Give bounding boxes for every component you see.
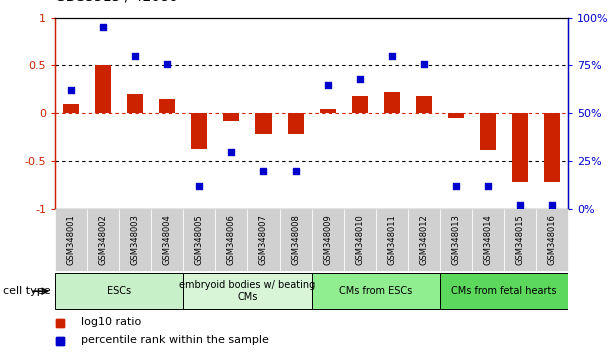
Text: GSM348007: GSM348007 (259, 215, 268, 265)
Bar (127, 94, 143, 113)
Text: CMs from fetal hearts: CMs from fetal hearts (452, 286, 557, 296)
Bar (224, 113, 240, 121)
Point (323, 82, 332, 87)
Text: GSM348012: GSM348012 (419, 215, 428, 265)
Text: GSM348009: GSM348009 (323, 215, 332, 265)
Text: cell type: cell type (3, 286, 51, 296)
FancyBboxPatch shape (312, 273, 440, 309)
Point (419, 61, 429, 67)
Text: GSM348002: GSM348002 (98, 215, 108, 265)
FancyBboxPatch shape (183, 209, 216, 271)
FancyBboxPatch shape (504, 209, 536, 271)
FancyBboxPatch shape (280, 209, 312, 271)
Bar (288, 113, 304, 134)
Bar (320, 109, 335, 113)
Bar (480, 113, 496, 150)
Point (98, 24, 108, 30)
Point (227, 149, 236, 154)
Text: ESCs: ESCs (107, 286, 131, 296)
Point (194, 183, 204, 189)
Bar (416, 96, 432, 113)
FancyBboxPatch shape (183, 273, 312, 309)
Text: GSM348001: GSM348001 (67, 215, 76, 265)
Text: GDS3513 / 42086: GDS3513 / 42086 (55, 0, 178, 4)
Bar (159, 99, 175, 113)
Bar (255, 113, 271, 134)
FancyBboxPatch shape (55, 273, 183, 309)
FancyBboxPatch shape (312, 209, 343, 271)
Text: GSM348011: GSM348011 (387, 215, 397, 265)
Text: CMs from ESCs: CMs from ESCs (339, 286, 412, 296)
Bar (512, 113, 528, 182)
FancyBboxPatch shape (536, 209, 568, 271)
Point (130, 53, 140, 59)
Text: GSM348004: GSM348004 (163, 215, 172, 265)
FancyBboxPatch shape (87, 209, 119, 271)
Text: GSM348006: GSM348006 (227, 215, 236, 265)
Text: GSM348010: GSM348010 (355, 215, 364, 265)
Bar (544, 113, 560, 182)
Text: GSM348013: GSM348013 (452, 215, 461, 265)
Bar (384, 92, 400, 113)
FancyBboxPatch shape (376, 209, 408, 271)
FancyBboxPatch shape (440, 209, 472, 271)
Point (515, 202, 525, 208)
Point (66, 87, 76, 93)
Text: GSM348016: GSM348016 (547, 215, 557, 265)
Bar (95, 65, 111, 113)
Point (355, 76, 365, 82)
Text: log10 ratio: log10 ratio (81, 318, 141, 327)
FancyBboxPatch shape (152, 209, 183, 271)
Text: GSM348005: GSM348005 (195, 215, 204, 265)
Text: GSM348008: GSM348008 (291, 215, 300, 265)
FancyBboxPatch shape (247, 209, 280, 271)
Text: percentile rank within the sample: percentile rank within the sample (81, 335, 268, 345)
FancyBboxPatch shape (408, 209, 440, 271)
Text: embryoid bodies w/ beating
CMs: embryoid bodies w/ beating CMs (180, 280, 315, 302)
Point (387, 53, 397, 59)
FancyBboxPatch shape (343, 209, 376, 271)
Point (451, 183, 461, 189)
Point (163, 61, 172, 67)
Bar (63, 104, 79, 113)
FancyBboxPatch shape (119, 209, 152, 271)
FancyBboxPatch shape (55, 209, 87, 271)
FancyBboxPatch shape (216, 209, 247, 271)
Bar (191, 113, 207, 149)
Bar (448, 113, 464, 118)
Point (547, 202, 557, 208)
Point (483, 183, 493, 189)
Text: GSM348015: GSM348015 (516, 215, 525, 265)
FancyBboxPatch shape (472, 209, 504, 271)
FancyBboxPatch shape (440, 273, 568, 309)
Point (291, 168, 301, 173)
Text: GSM348014: GSM348014 (483, 215, 492, 265)
Text: GSM348003: GSM348003 (131, 215, 140, 265)
Point (258, 168, 268, 173)
Bar (352, 96, 368, 113)
